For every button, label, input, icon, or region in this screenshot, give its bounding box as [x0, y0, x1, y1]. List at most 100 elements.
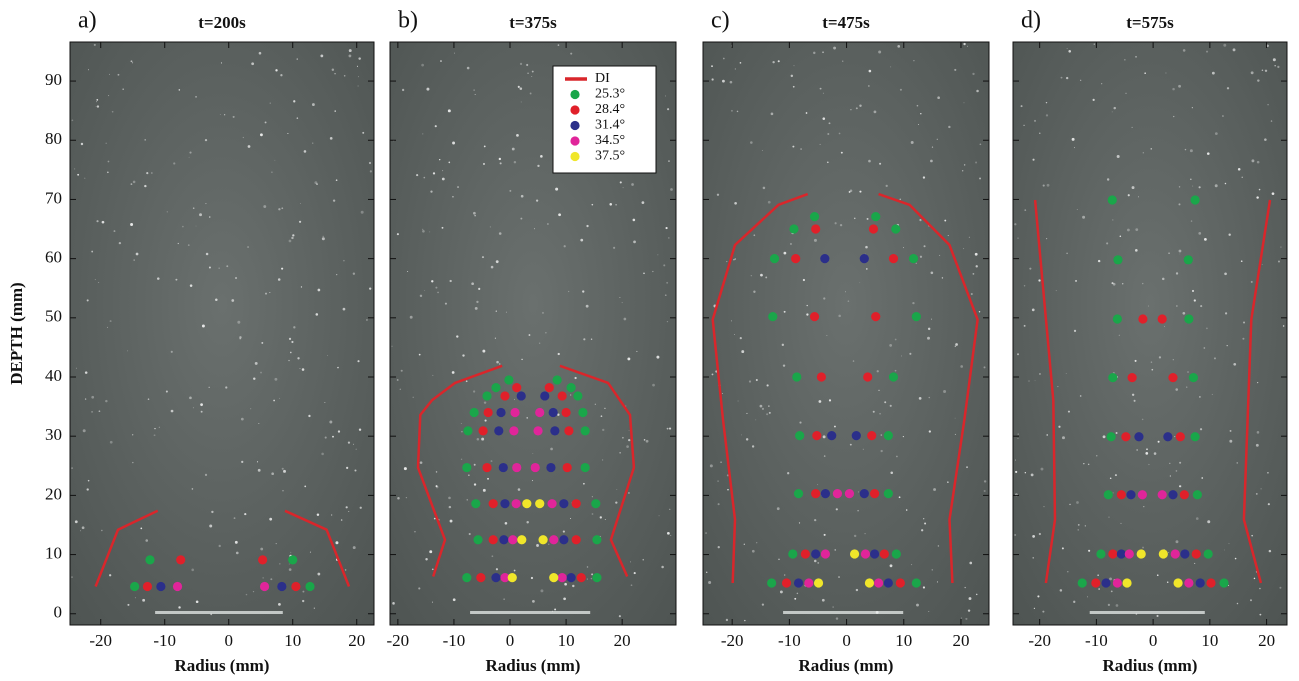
speckle	[930, 159, 933, 163]
speckle	[1168, 552, 1170, 554]
speckle	[586, 566, 589, 568]
speckle	[594, 403, 597, 406]
speckle	[347, 441, 351, 444]
speckle	[1178, 203, 1181, 206]
speckle	[792, 85, 795, 88]
speckle	[1224, 272, 1227, 276]
speckle	[244, 513, 247, 516]
data-point	[488, 499, 498, 509]
speckle	[652, 383, 655, 387]
plot-frame	[702, 41, 990, 626]
speckle	[1067, 571, 1069, 573]
speckle	[432, 374, 434, 376]
speckle	[187, 244, 190, 246]
speckle	[550, 447, 553, 451]
speckle	[1076, 209, 1078, 211]
speckle	[1061, 547, 1064, 550]
speckle	[894, 338, 897, 341]
speckle	[558, 213, 561, 217]
speckle	[175, 278, 178, 281]
data-point	[1077, 578, 1087, 588]
speckle	[369, 170, 372, 173]
data-point	[564, 426, 574, 436]
speckle	[555, 187, 559, 191]
speckle	[615, 203, 617, 206]
speckle	[849, 189, 853, 193]
data-point	[1170, 549, 1180, 559]
speckle	[1040, 467, 1044, 471]
speckle	[541, 311, 544, 314]
speckle	[107, 326, 108, 328]
data-point	[1126, 490, 1136, 500]
speckle	[711, 65, 713, 68]
speckle	[557, 413, 560, 416]
speckle	[234, 540, 238, 544]
speckle	[277, 278, 281, 281]
x-tick-label: -10	[443, 631, 466, 650]
speckle	[954, 433, 956, 435]
speckle	[299, 203, 301, 204]
speckle	[583, 338, 586, 341]
data-point	[820, 549, 831, 559]
speckle	[111, 110, 114, 113]
speckle	[1201, 477, 1204, 479]
speckle	[191, 488, 194, 490]
speckle	[1179, 461, 1182, 464]
speckle	[130, 183, 133, 186]
speckle	[619, 181, 622, 184]
speckle	[345, 506, 348, 509]
data-point	[768, 312, 778, 322]
speckle	[431, 568, 434, 571]
speckle	[511, 147, 515, 151]
data-point	[879, 549, 889, 559]
speckle	[490, 265, 494, 269]
speckle	[473, 463, 476, 466]
speckle	[422, 229, 425, 233]
data-point	[1206, 578, 1216, 588]
speckle	[1277, 260, 1280, 263]
data-point	[507, 573, 517, 583]
speckle	[978, 311, 981, 313]
speckle	[966, 466, 968, 469]
speckle	[348, 54, 352, 58]
data-point	[476, 573, 486, 583]
speckle	[781, 343, 785, 347]
speckle	[1023, 124, 1025, 126]
speckle	[876, 370, 879, 373]
data-point	[1108, 372, 1118, 383]
speckle	[726, 261, 728, 263]
data-point	[871, 212, 881, 222]
speckle	[1243, 321, 1246, 324]
speckle	[531, 480, 534, 482]
speckle	[1211, 393, 1213, 395]
data-point	[767, 578, 777, 588]
speckle	[288, 359, 290, 362]
speckle	[787, 472, 790, 475]
speckle	[1046, 238, 1048, 240]
data-point	[832, 489, 843, 499]
speckle	[1014, 223, 1017, 226]
speckle	[582, 290, 585, 293]
speckle	[434, 125, 437, 128]
speckle	[658, 515, 660, 517]
speckle	[1214, 184, 1218, 188]
speckle	[1039, 132, 1041, 134]
speckle	[604, 407, 606, 409]
speckle	[457, 186, 459, 188]
speckle	[604, 519, 606, 520]
data-point	[478, 426, 488, 436]
speckle	[767, 200, 771, 204]
speckle	[1038, 532, 1041, 536]
data-point	[530, 462, 540, 473]
speckle	[1110, 590, 1113, 593]
speckle	[802, 278, 806, 282]
speckle	[237, 320, 241, 324]
data-point	[1106, 432, 1116, 442]
speckle	[531, 70, 534, 73]
speckle	[1175, 272, 1179, 275]
speckle	[317, 572, 321, 576]
speckle	[495, 260, 499, 264]
speckle	[923, 245, 926, 248]
speckle	[667, 108, 670, 111]
speckle	[392, 602, 395, 605]
